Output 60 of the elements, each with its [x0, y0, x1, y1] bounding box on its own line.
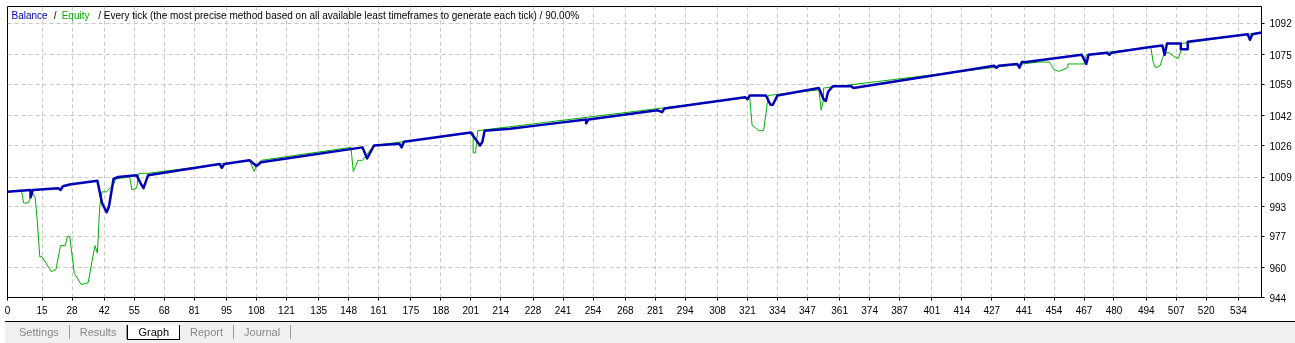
text: Equity [61, 9, 90, 21]
y-tick-label: 944 [1269, 292, 1287, 304]
x-tick-label: 441 [1015, 304, 1033, 316]
x-tick-label: 15 [36, 304, 49, 316]
x-tick-label: 507 [1167, 304, 1185, 316]
x-tick-label: 414 [953, 304, 971, 316]
x-tick-label: 228 [524, 304, 542, 316]
x-tick-label: 427 [983, 304, 1001, 316]
x-tick-label: 520 [1197, 304, 1215, 316]
x-tick-label: 268 [616, 304, 635, 316]
text: Settings [9, 325, 70, 339]
y-tick-label: 1092 [1269, 18, 1293, 30]
x-tick-label: 81 [188, 304, 201, 316]
x-tick-label: 308 [709, 304, 727, 316]
x-tick-label: 175 [402, 304, 420, 316]
text: Report [180, 325, 235, 339]
x-tick-label: 188 [432, 304, 450, 316]
x-tick-label: 374 [861, 304, 879, 316]
x-tick-label: 294 [676, 304, 694, 316]
x-tick-label: 467 [1075, 304, 1093, 316]
line-series [7, 31, 1262, 214]
x-tick-label: 254 [584, 304, 602, 316]
y-tick-label: 977 [1269, 231, 1287, 243]
text: Journal [234, 325, 292, 339]
x-tick-label: 387 [891, 304, 909, 316]
y-tick-label: 960 [1269, 262, 1287, 274]
y-tick-label: 1059 [1269, 79, 1293, 91]
x-tick-label: 55 [128, 304, 141, 316]
y-tick-label: 1075 [1269, 49, 1293, 61]
text: Results [69, 325, 128, 339]
x-tick-label: 161 [370, 304, 388, 316]
x-tick-label: 347 [799, 304, 817, 316]
x-tick-label: 494 [1137, 304, 1156, 316]
y-tick-label: 1026 [1269, 140, 1293, 152]
x-tick-label: 28 [66, 304, 79, 316]
x-tick-label: 334 [769, 304, 787, 316]
x-tick-label: 42 [98, 304, 111, 316]
x-tick-label: 135 [310, 304, 328, 316]
x-tick-label: 534 [1230, 304, 1248, 316]
x-tick-label: 321 [739, 304, 757, 316]
x-tick-label: 281 [646, 304, 665, 316]
chart-title: / Every tick (the most precise method based on all available least timeframes to generate each tick) / 90.00% [98, 9, 580, 21]
x-tick-label: 148 [340, 304, 358, 316]
y-tick-label: 1042 [1269, 110, 1293, 122]
y-tick-label: 1009 [1269, 172, 1293, 184]
x-tick-label: 201 [462, 304, 480, 316]
x-tick-label: 401 [923, 304, 941, 316]
x-tick-label: 95 [220, 304, 233, 316]
x-tick-label: 108 [248, 304, 266, 316]
x-tick-label: 454 [1045, 304, 1063, 316]
x-tick-label: 68 [158, 304, 171, 316]
y-tick-label: 993 [1269, 201, 1287, 213]
x-tick-label: 0 [4, 304, 11, 316]
text: Balance [11, 9, 49, 21]
x-tick-label: 241 [554, 304, 572, 316]
annotation: / [53, 9, 57, 21]
x-tick-label: 361 [831, 304, 849, 316]
x-tick-label: 214 [492, 304, 510, 316]
x-tick-label: 480 [1105, 304, 1123, 316]
x-tick-label: 121 [278, 304, 296, 316]
